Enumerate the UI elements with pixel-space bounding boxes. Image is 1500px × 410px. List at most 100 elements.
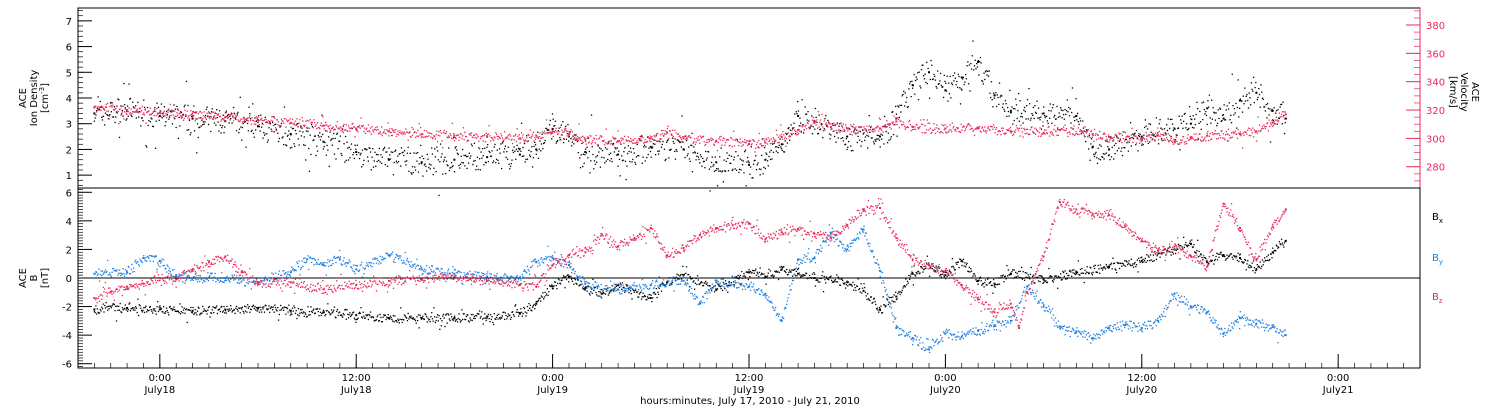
velocity-series-sample: [833, 122, 835, 124]
field-series-x-sample: [155, 313, 157, 315]
velocity-series-sample: [731, 145, 733, 148]
density-series-sample: [1222, 114, 1225, 116]
field-series-x-sample: [828, 276, 831, 279]
velocity-series-sample: [458, 139, 460, 141]
velocity-series-sample: [364, 132, 367, 135]
velocity-series-sample: [505, 136, 507, 138]
density-series-sample: [982, 83, 984, 85]
density-series-sample: [570, 145, 573, 147]
velocity-series-sample: [959, 130, 961, 133]
field-series-x-sample: [1020, 277, 1022, 279]
field-series-x-sample: [305, 316, 308, 318]
density-series-sample: [798, 125, 800, 127]
field-series-x-sample: [511, 311, 513, 313]
field-series-x-sample: [849, 284, 851, 286]
density-series-sample: [663, 148, 666, 150]
density-series-sample: [416, 160, 418, 162]
field-series-x-sample: [645, 299, 647, 301]
density-series-sample: [752, 163, 755, 165]
density-series-sample: [1241, 100, 1243, 102]
field-series-x-sample: [411, 318, 414, 320]
density-series-sample: [835, 141, 837, 143]
density-series-sample: [1040, 116, 1042, 118]
velocity-series-sample: [714, 141, 716, 143]
velocity-series-sample: [812, 116, 814, 119]
field-series-x-sample: [883, 303, 885, 306]
velocity-series-sample: [271, 120, 274, 122]
velocity-series-sample: [470, 132, 473, 134]
field-series-x-sample: [531, 310, 533, 312]
density-series-sample: [1238, 116, 1240, 118]
field-series-x-sample: [873, 297, 875, 299]
velocity-series-sample: [776, 134, 778, 136]
velocity-series-sample: [713, 143, 715, 146]
field-series-x-sample: [212, 306, 214, 308]
density-series-sample: [593, 160, 596, 162]
density-series-sample: [151, 118, 153, 120]
density-series-sample: [512, 151, 515, 154]
density-series-sample: [392, 151, 394, 153]
velocity-series-sample: [165, 117, 168, 119]
field-series-x-sample: [1071, 275, 1073, 277]
field-series-x-sample: [206, 313, 208, 315]
density-series-sample: [467, 155, 469, 158]
velocity-series-sample: [1137, 138, 1139, 140]
density-series-point-11: [453, 158, 456, 161]
velocity-series-sample: [1194, 139, 1196, 142]
velocity-series-sample: [472, 136, 474, 139]
density-series-sample: [438, 194, 440, 197]
field-series-x-sample: [857, 278, 859, 280]
field-series-x-sample: [109, 305, 111, 307]
density-series-sample: [436, 146, 438, 148]
density-series-point-42: [1173, 127, 1176, 130]
velocity-series-sample: [852, 126, 854, 128]
velocity-series-sample: [166, 114, 168, 117]
velocity-series-sample: [510, 139, 512, 141]
density-series-sample: [1084, 136, 1086, 138]
field-series-x-sample: [813, 271, 815, 274]
field-series-x-sample: [1040, 275, 1042, 277]
velocity-series-sample: [1237, 129, 1239, 131]
velocity-series-sample: [453, 140, 456, 142]
density-series-sample: [1028, 87, 1030, 90]
field-series-x-sample: [591, 292, 593, 295]
density-series-sample: [126, 118, 128, 120]
density-series-sample: [918, 71, 920, 73]
density-series-sample: [638, 155, 640, 157]
velocity-series-sample: [568, 131, 571, 134]
field-series-x-sample: [826, 277, 828, 280]
density-series-sample: [765, 152, 767, 154]
velocity-series-sample: [160, 116, 163, 118]
density-series-sample: [379, 161, 381, 163]
field-series-x-sample: [163, 312, 166, 314]
velocity-series-sample: [844, 129, 846, 132]
velocity-series-sample: [816, 119, 818, 121]
velocity-series-sample: [717, 141, 719, 144]
field-series-x-sample: [230, 304, 232, 307]
density-series-sample: [208, 112, 210, 114]
field-series-x-sample: [459, 321, 462, 323]
density-series-sample: [768, 155, 770, 158]
velocity-series-sample: [411, 126, 413, 129]
density-axis-title-exponent: -3: [38, 87, 46, 94]
velocity-series-sample: [587, 142, 590, 144]
density-series-sample: [408, 170, 410, 172]
velocity-series-sample: [249, 115, 251, 117]
velocity-series-point-6: [289, 121, 292, 124]
field-series-x-sample: [795, 270, 797, 272]
density-series-sample: [917, 98, 920, 101]
density-series-sample: [179, 125, 181, 127]
field-series-x-sample: [281, 307, 283, 309]
density-series-sample: [981, 80, 984, 83]
density-series-sample: [629, 147, 632, 149]
field-series-x-sample: [681, 273, 683, 276]
velocity-series-sample: [917, 126, 919, 129]
density-series-sample: [1030, 117, 1032, 119]
velocity-series-sample: [626, 140, 629, 142]
density-series-sample: [893, 124, 895, 126]
density-series-sample: [713, 163, 715, 166]
velocity-series-sample: [195, 112, 197, 114]
density-series-sample: [959, 87, 961, 89]
velocity-series-sample: [1030, 126, 1032, 129]
field-series-x-sample: [197, 306, 199, 308]
